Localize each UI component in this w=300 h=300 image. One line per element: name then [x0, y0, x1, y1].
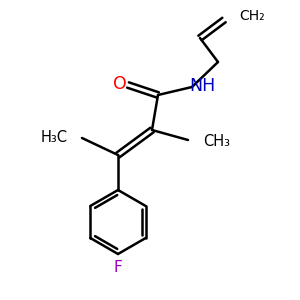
Text: NH: NH — [189, 77, 215, 95]
Text: CH₂: CH₂ — [239, 9, 265, 23]
Text: F: F — [114, 260, 122, 275]
Text: CH₃: CH₃ — [203, 134, 230, 149]
Text: O: O — [113, 75, 127, 93]
Text: H₃C: H₃C — [41, 130, 68, 145]
